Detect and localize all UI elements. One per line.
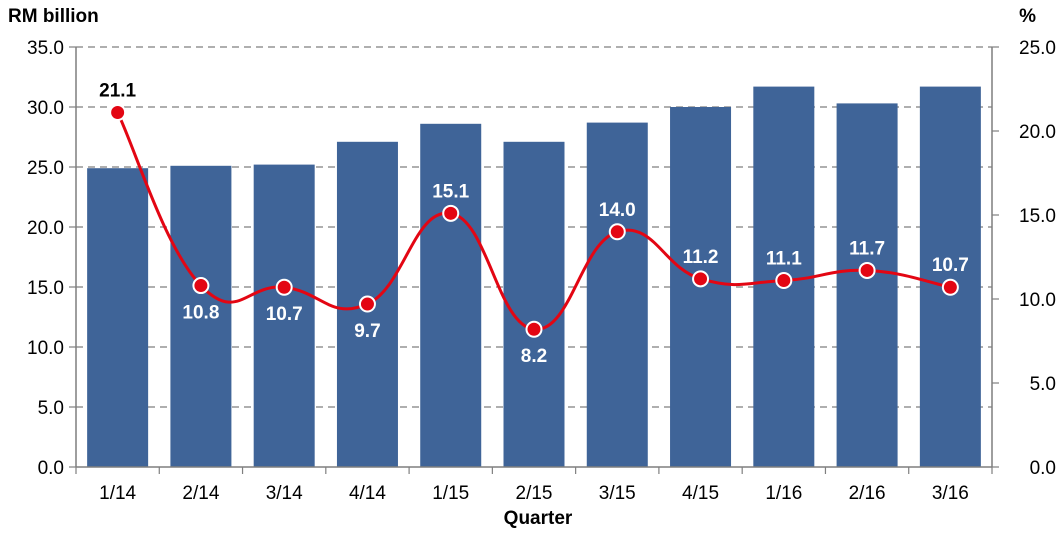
- y2-axis-ticks: 0.0 5.0 10.0 15.0 20.0 25.0: [992, 38, 1056, 479]
- bar: [87, 168, 149, 467]
- line-data-label: 14.0: [599, 200, 636, 221]
- line-point: [692, 270, 710, 288]
- line-data-label: 10.7: [266, 304, 303, 325]
- y-tick-label: 5.0: [38, 398, 64, 419]
- y2-tick-label: 20.0: [1019, 122, 1056, 143]
- bar-series: [87, 86, 981, 468]
- y2-tick-label: 15.0: [1019, 206, 1056, 227]
- x-tick-label: 1/15: [432, 483, 469, 504]
- x-tick-label: 3/15: [599, 483, 636, 504]
- line-data-label: 10.7: [932, 255, 969, 276]
- y-tick-label: 20.0: [27, 218, 64, 239]
- line-data-label: 8.2: [521, 346, 547, 367]
- y-tick-label: 10.0: [27, 338, 64, 359]
- line-point: [941, 278, 959, 296]
- line-point: [608, 223, 626, 241]
- x-axis-ticks: 1/14 2/14 3/14 4/14 1/15 2/15 3/15 4/15 1/16 2/16…: [75, 467, 993, 504]
- line-point: [442, 204, 460, 222]
- y2-tick-label: 0.0: [1030, 458, 1056, 479]
- x-tick-label: 2/14: [182, 483, 219, 504]
- y-tick-label: 15.0: [27, 278, 64, 299]
- line-data-labels: 21.1 10.8 10.7 9.7 15.1 8.2 14.0 11.2 11.1 11.7 10…: [99, 81, 969, 368]
- bar: [836, 103, 898, 468]
- y2-tick-label: 25.0: [1019, 38, 1056, 59]
- y2-axis-title: %: [1019, 6, 1036, 27]
- line-data-label: 11.1: [766, 249, 802, 270]
- x-tick-label: 3/16: [932, 483, 969, 504]
- y2-tick-label: 5.0: [1030, 374, 1056, 395]
- x-tick-label: 1/14: [99, 483, 136, 504]
- axes: [75, 47, 993, 468]
- line-series: [109, 104, 959, 338]
- line-data-label: 11.2: [683, 247, 719, 268]
- line-data-label: 9.7: [354, 321, 380, 342]
- bar: [586, 122, 648, 467]
- bar: [170, 165, 232, 468]
- bar: [503, 141, 565, 468]
- y2-tick-label: 10.0: [1019, 290, 1056, 311]
- bar: [919, 86, 981, 467]
- x-axis-title: Quarter: [504, 508, 573, 529]
- line-point: [275, 278, 293, 296]
- line-data-label: 11.7: [849, 238, 885, 259]
- y-tick-label: 25.0: [27, 158, 64, 179]
- x-tick-label: 2/15: [516, 483, 553, 504]
- line-point: [858, 261, 876, 279]
- line-point: [192, 277, 210, 295]
- line-data-label: 21.1: [99, 81, 136, 102]
- bar: [253, 164, 315, 467]
- y-tick-label: 30.0: [27, 98, 64, 119]
- line-point: [109, 104, 127, 122]
- y-axis-title: RM billion: [8, 6, 99, 27]
- bar: [420, 123, 482, 468]
- y-axis-ticks: 0.0 5.0 10.0 15.0 20.0 25.0 30.0 35.0: [27, 38, 76, 479]
- x-tick-label: 1/16: [765, 483, 802, 504]
- line-point: [358, 295, 376, 313]
- line-point: [775, 272, 793, 290]
- line-data-label: 10.8: [182, 303, 219, 324]
- line-data-label: 15.1: [432, 181, 469, 202]
- x-tick-label: 2/16: [849, 483, 886, 504]
- y-tick-label: 0.0: [38, 458, 64, 479]
- x-tick-label: 4/14: [349, 483, 386, 504]
- y-tick-label: 35.0: [27, 38, 64, 59]
- line-point: [525, 320, 543, 338]
- x-tick-label: 4/15: [682, 483, 719, 504]
- x-tick-label: 3/14: [266, 483, 303, 504]
